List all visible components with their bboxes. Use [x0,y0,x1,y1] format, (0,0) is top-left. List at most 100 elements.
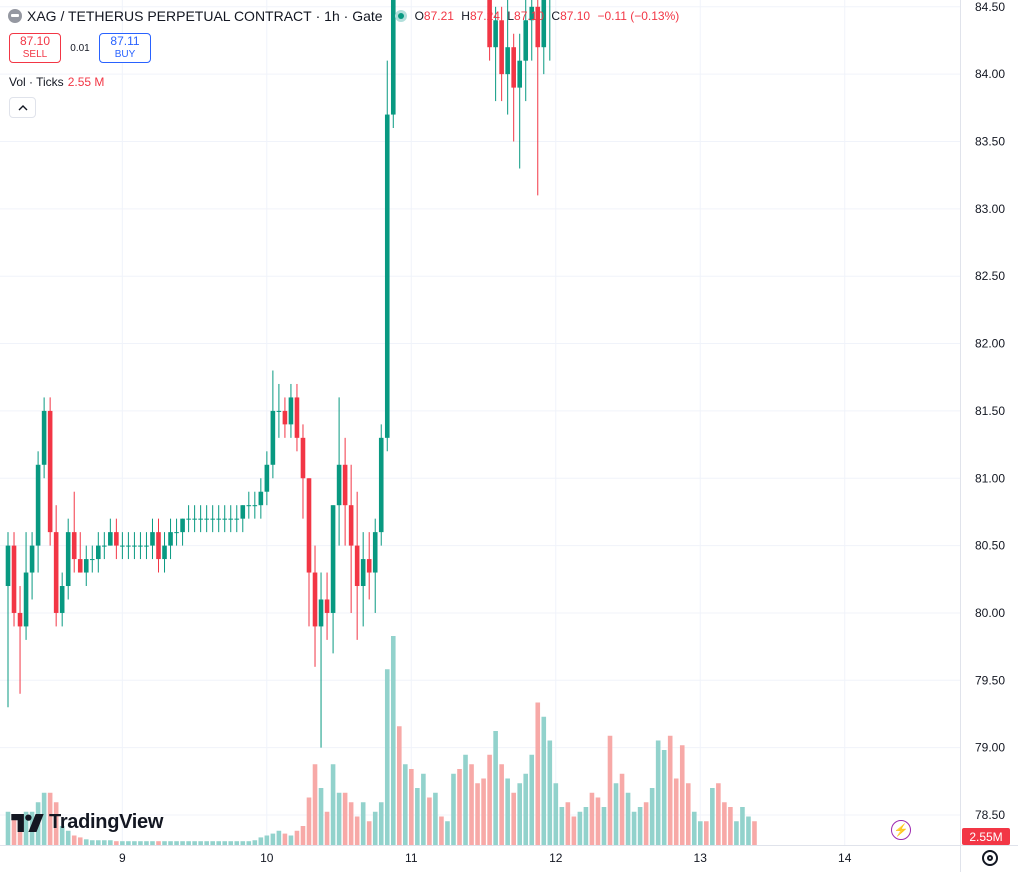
y-tick-label: 83.00 [975,202,1005,216]
candle-body [35,464,41,546]
candle-body [517,60,522,88]
volume-bar [354,816,360,845]
volume-bar [53,802,59,845]
volume-bar [517,783,522,845]
candle-body [234,518,240,520]
candle-body [366,559,372,573]
candle-body [180,518,185,533]
buy-label: BUY [114,49,136,60]
candle-body [354,545,360,587]
volume-bar [740,807,745,845]
flash-icon[interactable]: ⚡ [891,820,911,840]
volume-bar [198,841,203,845]
candle-body [222,518,228,520]
candle-body [306,478,312,573]
settings-icon[interactable] [982,850,998,866]
volume-bar [252,840,258,845]
volume-bar [710,788,715,845]
volume-bar [475,783,480,845]
candle-body [493,20,498,48]
volume-bar [11,816,17,845]
candle-body [186,518,191,520]
x-tick-label: 11 [405,851,418,865]
candle-body [390,0,396,115]
volume-bar [47,792,53,845]
volume-bar [336,792,342,845]
volume-bar [390,636,396,845]
tradingview-logo-text: TradingView [49,811,164,833]
tradingview-logo[interactable]: TradingView [11,811,163,834]
volume-bar [306,797,312,845]
volume-bar [469,764,474,845]
volume-bar [451,773,456,845]
volume-bar [601,807,607,845]
candle-body [511,47,516,88]
collapse-legend-button[interactable] [9,97,36,118]
volume-bar [559,807,565,845]
volume-bar [222,841,228,845]
volume-bar [240,841,246,845]
volume-bar [156,841,161,845]
volume-bar [138,841,143,845]
candle-body [120,545,125,547]
volume-bar [511,792,516,845]
candle-body [378,437,384,533]
y-tick-label: 81.00 [975,471,1005,485]
candle-body [192,518,197,520]
candle-body [41,410,47,465]
candle-body [487,0,492,48]
candle-body [59,586,65,613]
volume-bar [445,821,450,845]
volume-badge-label: 2.55M [969,830,1002,844]
volume-bar [631,811,637,845]
candle-body [258,491,264,506]
volume-bar [246,841,252,845]
volume-bar [589,792,595,845]
volume-bar [120,841,125,845]
candle-body [96,545,101,560]
sell-button[interactable]: 87.10 SELL [9,33,61,63]
candle-body [342,464,348,506]
volume-bar [679,745,685,845]
candle-body [252,505,258,507]
volume-bar [162,841,167,845]
volume-bar [288,835,294,845]
volume-bar [324,811,330,845]
candle-body [83,559,89,573]
volume-bar [5,811,11,845]
candle-body [53,532,59,613]
volume-bar [613,783,619,845]
volume-bar [71,835,77,845]
candle-body [529,6,535,21]
candle-body [198,518,203,520]
y-tick-label: 78.50 [975,808,1005,822]
spread-value: 0.01 [70,42,90,54]
volume-bar [481,778,486,845]
candle-body [168,532,173,546]
volume-bar [607,735,613,845]
candle-body [246,505,252,507]
candle-body [132,545,137,547]
volume-bar [216,841,221,845]
y-tick-label: 84.00 [975,67,1005,81]
candle-body [174,532,179,534]
volume-bar [360,802,366,845]
candle-body [240,505,246,519]
candle-body [5,545,11,587]
candle-body [114,532,119,546]
volume-bar [704,821,709,845]
volume-bar [529,754,535,845]
volume-bar [23,811,29,845]
candle-body [360,559,366,587]
volume-bar [342,792,348,845]
volume-bar [300,826,306,845]
volume-bar [722,802,727,845]
volume-bar [384,669,390,845]
volume-bar [698,821,703,845]
volume-bar [667,735,673,845]
candle-body [126,545,131,547]
tradingview-logo-icon [11,813,44,832]
buy-button[interactable]: 87.11 BUY [99,33,151,63]
candle-body [23,572,29,627]
